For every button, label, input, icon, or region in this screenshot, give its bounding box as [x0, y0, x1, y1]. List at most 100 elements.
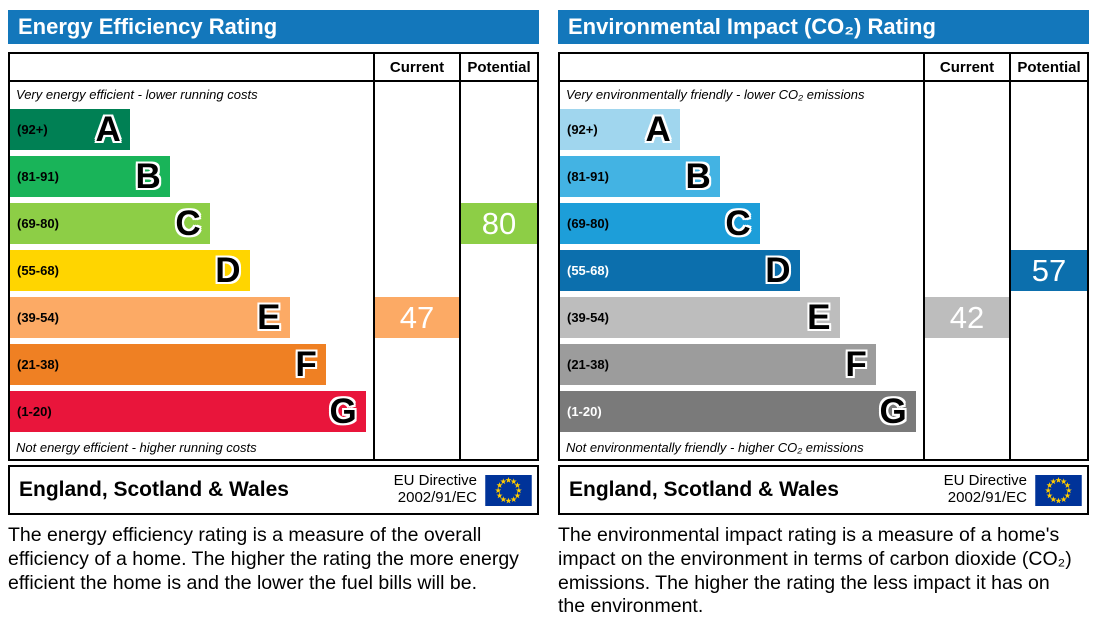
band-bar-D: (55-68) D — [10, 250, 250, 291]
rating-chart: Current Potential Very environmentally fri… — [558, 52, 1089, 461]
potential-column-header: Potential — [459, 54, 537, 80]
current-column-cell — [923, 153, 1009, 200]
band-row-F: (21-38) F — [560, 341, 1087, 388]
band-bar-F: (21-38) F — [560, 344, 876, 385]
bottom-note: Not energy efficient - higher running co… — [16, 439, 257, 455]
current-column-cell — [373, 153, 459, 200]
eu-flag-icon — [1035, 474, 1082, 506]
band-row-C: (69-80) C — [560, 200, 1087, 247]
potential-column-cell — [1009, 82, 1087, 106]
current-column-cell: 42 — [923, 294, 1009, 341]
band-letter: E — [807, 298, 831, 337]
potential-column-header: Potential — [1009, 54, 1087, 80]
band-cell: (55-68) D — [560, 247, 923, 294]
band-letter: F — [295, 345, 317, 384]
band-row-F: (21-38) F — [10, 341, 537, 388]
band-cell: (92+) A — [560, 106, 923, 153]
band-bar-F: (21-38) F — [10, 344, 326, 385]
band-cell: (1-20) G — [560, 388, 923, 435]
footer: England, Scotland & Wales EU Directive 200… — [8, 465, 539, 515]
band-letter: D — [215, 251, 241, 290]
bottom-note-row: Not environmentally friendly - higher CO… — [560, 435, 1087, 459]
current-value-marker: 42 — [925, 297, 1009, 338]
current-column-cell — [373, 82, 459, 106]
current-column-cell — [923, 435, 1009, 459]
potential-column-cell: 57 — [1009, 247, 1087, 294]
band-bar-G: (1-20) G — [10, 391, 366, 432]
band-cell: (69-80) C — [10, 200, 373, 247]
band-cell: (21-38) F — [560, 341, 923, 388]
current-column-cell — [373, 388, 459, 435]
current-column-cell — [373, 106, 459, 153]
band-range-label: (1-20) — [17, 404, 52, 419]
band-bar-C: (69-80) C — [560, 203, 760, 244]
panel-title: Environmental Impact (CO₂) Rating — [558, 10, 1089, 44]
bottom-note-row: Not energy efficient - higher running co… — [10, 435, 537, 459]
band-cell: (81-91) B — [10, 153, 373, 200]
current-column-cell — [373, 435, 459, 459]
band-cell: (39-54) E — [560, 294, 923, 341]
caption-energy-efficiency: The energy efficiency rating is a measur… — [8, 524, 519, 594]
band-row-A: (92+) A — [10, 106, 537, 153]
band-letter: E — [257, 298, 281, 337]
band-row-A: (92+) A — [560, 106, 1087, 153]
potential-value-marker: 80 — [461, 203, 537, 244]
band-row-D: (55-68) D 57 — [560, 247, 1087, 294]
potential-column-cell — [1009, 341, 1087, 388]
current-column-cell — [923, 341, 1009, 388]
potential-column-cell — [459, 106, 537, 153]
eu-directive-label: EU Directive 2002/91/EC — [393, 472, 477, 506]
band-letter: G — [879, 392, 907, 431]
potential-column-cell — [459, 341, 537, 388]
current-column-header: Current — [923, 54, 1009, 80]
band-cell: (55-68) D — [10, 247, 373, 294]
potential-column-cell — [1009, 388, 1087, 435]
band-bar-B: (81-91) B — [10, 156, 170, 197]
band-range-label: (81-91) — [17, 169, 59, 184]
top-note-row: Very energy efficient - lower running co… — [10, 82, 537, 106]
band-area-header — [560, 54, 923, 80]
eu-directive-label: EU Directive 2002/91/EC — [943, 472, 1027, 506]
caption-environmental-impact: The environmental impact rating is a mea… — [558, 524, 1072, 618]
potential-column-cell — [459, 294, 537, 341]
eu-flag — [1035, 474, 1082, 506]
column-header-row: Current Potential — [10, 54, 537, 82]
band-cell: (92+) A — [10, 106, 373, 153]
band-letter: A — [645, 110, 671, 149]
column-header-row: Current Potential — [560, 54, 1087, 82]
band-row-E: (39-54) E 42 — [560, 294, 1087, 341]
potential-column-cell — [459, 153, 537, 200]
bottom-note: Not environmentally friendly - higher CO… — [566, 439, 864, 455]
band-range-label: (1-20) — [567, 404, 602, 419]
potential-column-cell — [1009, 200, 1087, 247]
current-column-cell — [923, 247, 1009, 294]
potential-column-cell — [459, 388, 537, 435]
potential-column-cell — [1009, 153, 1087, 200]
top-note-row: Very environmentally friendly - lower CO… — [560, 82, 1087, 106]
current-column-cell — [373, 341, 459, 388]
band-row-B: (81-91) B — [560, 153, 1087, 200]
band-bar-E: (39-54) E — [560, 297, 840, 338]
band-bar-C: (69-80) C — [10, 203, 210, 244]
band-range-label: (69-80) — [17, 216, 59, 231]
band-area-header — [10, 54, 373, 80]
current-column-cell — [923, 388, 1009, 435]
band-letter: A — [95, 110, 121, 149]
potential-column-cell — [1009, 294, 1087, 341]
potential-column-cell — [459, 435, 537, 459]
band-letter: F — [845, 345, 867, 384]
band-letter: G — [329, 392, 357, 431]
band-cell: (21-38) F — [10, 341, 373, 388]
band-cell: (81-91) B — [560, 153, 923, 200]
band-row-C: (69-80) C 80 — [10, 200, 537, 247]
eu-flag — [485, 474, 532, 506]
top-note: Very environmentally friendly - lower CO… — [566, 86, 865, 102]
eu-flag-icon — [485, 474, 532, 506]
top-note: Very energy efficient - lower running co… — [16, 86, 258, 102]
footer-region: England, Scotland & Wales — [569, 478, 839, 501]
band-range-label: (81-91) — [567, 169, 609, 184]
footer: England, Scotland & Wales EU Directive 200… — [558, 465, 1089, 515]
band-bar-G: (1-20) G — [560, 391, 916, 432]
band-range-label: (55-68) — [17, 263, 59, 278]
